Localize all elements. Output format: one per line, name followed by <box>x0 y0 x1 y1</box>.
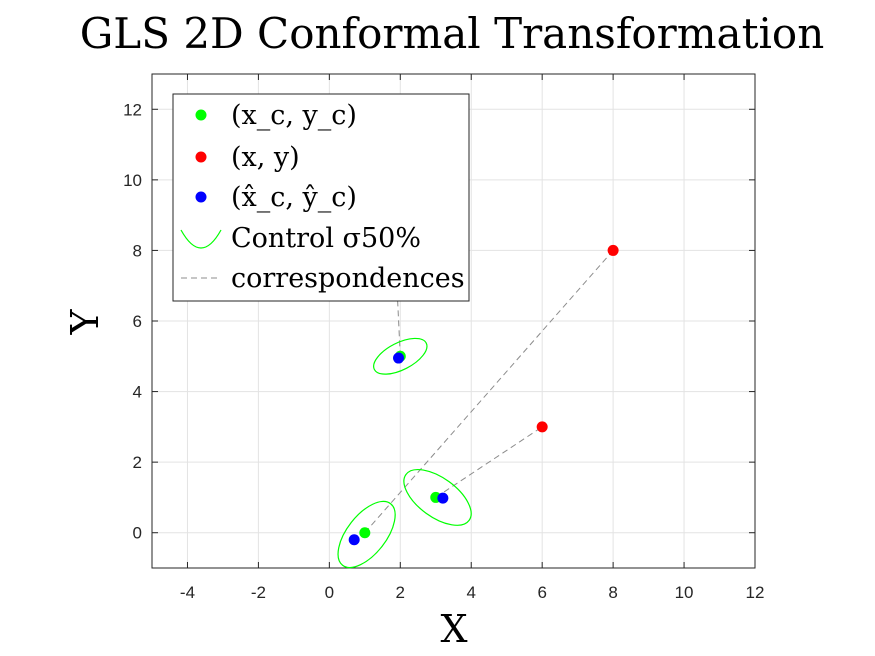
legend-label-control: (x_c, y_c) <box>231 100 357 131</box>
y-tick-label: 10 <box>123 171 142 190</box>
legend-label-observed: (x, y) <box>231 142 300 173</box>
x-tick-label: 10 <box>675 583 694 602</box>
estimated-point <box>393 352 405 364</box>
legend-label-correspondence: correspondences <box>231 263 465 294</box>
legend-label-ellipse: Control σ50% <box>231 223 421 254</box>
correspondence-line <box>364 250 614 534</box>
x-tick-label: 6 <box>537 583 546 602</box>
y-tick-label: 4 <box>133 383 142 402</box>
legend-marker-estimated <box>195 191 207 203</box>
chart-title: GLS 2D Conformal Transformation <box>80 9 825 58</box>
estimated-point <box>437 492 449 504</box>
x-tick-label: 12 <box>746 583 765 602</box>
observed-point <box>607 244 619 256</box>
legend-marker-observed <box>195 151 207 163</box>
control-ellipse <box>373 337 428 375</box>
x-tick-label: 8 <box>608 583 617 602</box>
x-tick-label: 2 <box>396 583 405 602</box>
control-ellipse <box>337 500 396 569</box>
legend-box <box>172 93 470 302</box>
x-tick-label: -2 <box>251 583 266 602</box>
x-tick-label: 4 <box>467 583 476 602</box>
y-tick-label: 12 <box>123 100 142 119</box>
control-point <box>359 527 371 539</box>
observed-point <box>536 421 548 433</box>
legend: (x_c, y_c) (x, y) (x̂_c, ŷ_c) Control σ50% c… <box>172 93 470 302</box>
y-tick-label: 6 <box>133 312 142 331</box>
x-tick-label: -4 <box>180 583 195 602</box>
control-ellipse <box>403 468 472 526</box>
y-tick-label: 2 <box>133 453 142 472</box>
y-axis-label: Y <box>63 309 107 336</box>
y-tick-label: 8 <box>133 241 142 260</box>
x-axis-label: X <box>440 607 467 651</box>
legend-label-estimated: (x̂_c, ŷ_c) <box>231 182 357 213</box>
estimated-point <box>348 534 360 546</box>
y-tick-label: 0 <box>133 524 142 543</box>
legend-marker-control <box>195 109 207 121</box>
x-tick-label: 0 <box>325 583 334 602</box>
legend-marker-ellipse <box>180 229 222 249</box>
